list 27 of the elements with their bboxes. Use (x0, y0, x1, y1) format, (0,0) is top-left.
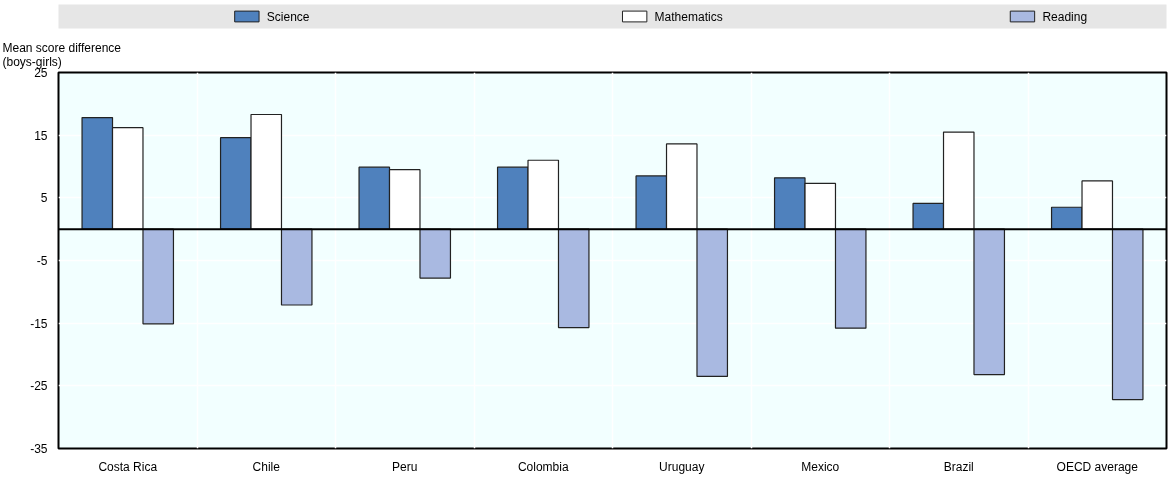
y-tick-label: -25 (30, 379, 48, 394)
bar (696, 228, 729, 378)
y-tick-label: -35 (30, 442, 48, 456)
legend-label: Science (266, 9, 310, 24)
bar (142, 228, 175, 325)
bar (419, 228, 452, 279)
bar (557, 228, 590, 329)
legend-label: Reading (1042, 9, 1088, 24)
y-tick-label: 5 (40, 191, 48, 206)
x-tick-label: OECD average (1056, 459, 1139, 474)
x-tick-label: Uruguay (659, 459, 705, 474)
y-tick-label: -15 (30, 316, 48, 331)
x-tick-label: Peru (392, 459, 418, 474)
y-tick-label: 25 (34, 66, 48, 80)
bar (1111, 228, 1144, 401)
legend-label: Mathematics (654, 9, 723, 24)
bar (280, 228, 313, 306)
x-tick-label: Brazil (943, 459, 974, 474)
y-tick-label: -5 (36, 254, 48, 268)
bar (973, 228, 1006, 376)
x-tick-label: Mexico (801, 459, 840, 474)
y-tick-label: 15 (34, 128, 48, 143)
x-tick-label: Chile (252, 459, 281, 474)
y-axis-title: Mean score difference (boys-girls) (2, 40, 122, 69)
x-tick-label: Costa Rica (98, 459, 158, 474)
bar (834, 228, 867, 329)
x-tick-label: Colombia (517, 459, 569, 474)
